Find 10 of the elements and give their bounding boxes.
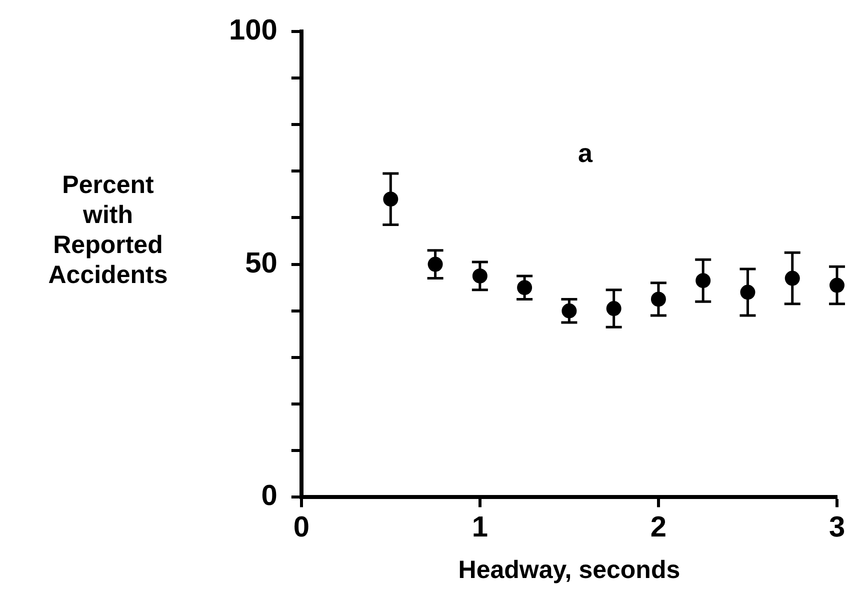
x-axis-title: Headway, seconds [458,556,680,584]
y-tick-label: 100 [228,14,278,46]
x-tick-label: 2 [650,512,667,544]
y-tick-label: 0 [261,480,278,512]
y-tick-label: 50 [245,247,278,280]
x-tick-label: 3 [828,512,846,544]
x-tick-label: 0 [293,512,310,544]
x-tick-label: 1 [472,512,488,544]
annotation: a [578,138,592,169]
y-axis-title: Percent with Reported Accidents [47,170,169,290]
